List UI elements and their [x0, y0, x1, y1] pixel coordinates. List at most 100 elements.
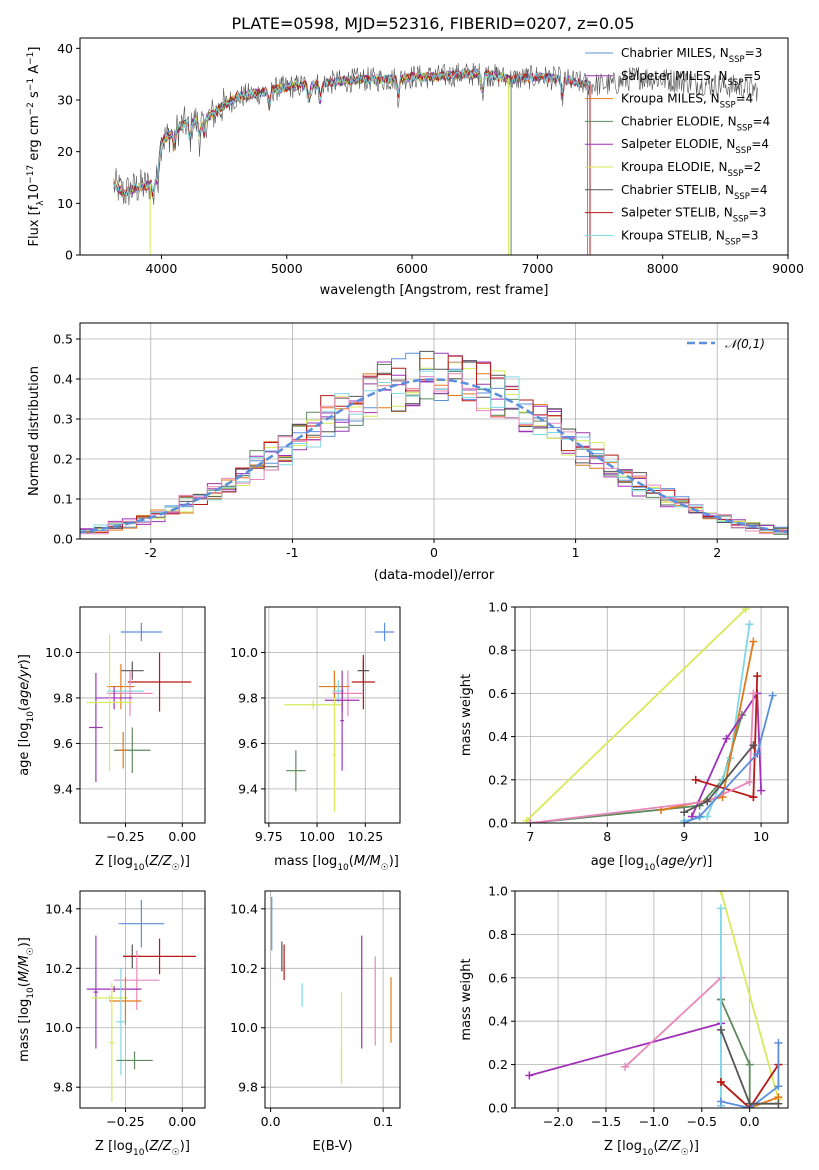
x-tick-label: 10.25 — [347, 829, 383, 844]
errorbar-point — [86, 634, 133, 771]
errorbar-point — [116, 1051, 153, 1070]
x-tick-label: 8000 — [647, 261, 679, 276]
legend-entry: Salpeter ELODIE, NSSP=4 — [621, 137, 769, 156]
axes-frame — [79, 890, 206, 1109]
age_vs_Z-plot-area — [86, 622, 192, 783]
y-tick-label: 0.2 — [488, 1057, 508, 1072]
legend-entry: Salpeter STELIB, NSSP=3 — [621, 206, 766, 225]
legend-entry: Salpeter MILES, NSSP=5 — [621, 69, 761, 88]
y-tick-label: 0.6 — [488, 686, 508, 701]
y-tick-label: 10.2 — [230, 961, 258, 976]
y-tick-label: 0.8 — [488, 927, 508, 942]
spectrum-legend: Chabrier MILES, NSSP=3 Salpeter MILES, NS… — [585, 46, 770, 247]
x-tick-label: 9000 — [772, 261, 804, 276]
errorbar-point — [93, 935, 99, 1049]
spectrum-model-line — [113, 69, 512, 198]
y-tick-label: 9.6 — [53, 736, 73, 751]
x-tick-label: 7 — [526, 829, 534, 844]
y-tick-label: 10.4 — [45, 901, 73, 916]
age_vs_mass-plot-area — [284, 622, 395, 812]
x-tick-label: 10 — [753, 829, 769, 844]
y-tick-label: 30 — [57, 93, 73, 108]
y-tick-label: 9.8 — [53, 690, 73, 705]
y-axis-label: mass weight — [459, 674, 474, 756]
errorbar-point — [114, 950, 160, 1010]
errorbar-point — [118, 899, 165, 948]
mass-weight-series — [716, 904, 725, 1108]
y-tick-label: 0.2 — [53, 452, 73, 467]
mass-weight-series — [716, 1025, 783, 1108]
axes-frame — [79, 322, 789, 540]
y-axis-label: mass [log10(M/M☉)] — [17, 937, 36, 1062]
x-tick-label: −1.0 — [639, 1114, 669, 1129]
x-tick-label: 0.00 — [168, 829, 196, 844]
spectrum-plot-area — [113, 62, 758, 255]
y-tick-label: 9.8 — [238, 690, 258, 705]
legend-entry: Kroupa ELODIE, NSSP=2 — [621, 160, 761, 179]
x-axis-label: mass [log10(M/M☉)] — [274, 854, 399, 873]
x-tick-label: 9.75 — [255, 829, 283, 844]
axes-frame — [79, 606, 206, 824]
y-tick-label: 0.0 — [488, 1101, 508, 1116]
x-tick-label: 6000 — [396, 261, 428, 276]
x-axis-label: Z [log10(Z/Z☉)] — [604, 1139, 699, 1158]
legend-entry: Kroupa MILES, NSSP=4 — [621, 92, 753, 111]
massweight_vs_Z-plot-area — [525, 891, 783, 1108]
x-tick-label: 4000 — [146, 261, 178, 276]
x-tick-label: 0 — [430, 545, 438, 560]
axes-frame — [514, 606, 789, 824]
errorbar-point — [120, 661, 144, 680]
mass_vs_Z-plot-area — [86, 899, 196, 1103]
y-tick-label: 0.3 — [53, 412, 73, 427]
legend-entry: 𝒩(0,1) — [725, 337, 765, 351]
y-tick-label: 40 — [57, 41, 73, 56]
y-tick-label: 10.2 — [45, 961, 73, 976]
mass-weight-series — [657, 637, 758, 815]
massweight_vs_Z-panel: −2.0 −1.5 −1.0 −0.5 0.0 0.0 0.2 0.4 0.6 0.8 1.0 — [488, 884, 789, 1129]
x-axis-label: Z [log10(Z/Z☉)] — [95, 1139, 190, 1158]
residuals-panel: -2 -1 0 1 2 0.0 0.1 0.2 0.3 0.4 0.5 𝒩(0,1) — [53, 322, 789, 560]
gaussian-reference-line — [80, 378, 788, 534]
y-tick-label: 0.4 — [53, 372, 73, 387]
errorbar-point — [109, 983, 115, 1103]
x-tick-label: 10.00 — [299, 829, 335, 844]
errorbar-point — [340, 670, 345, 771]
y-tick-label: 10.4 — [230, 901, 258, 916]
y-tick-label: 10 — [57, 196, 73, 211]
y-tick-label: 0.2 — [488, 772, 508, 787]
massweight_vs_age-panel: 7 8 9 10 0.0 0.2 0.4 0.6 0.8 1.0 — [488, 600, 789, 844]
errorbar-point — [332, 670, 364, 717]
y-axis-label: Flux [fλ10−17 erg cm−2 s−1 A−1] — [26, 47, 46, 247]
y-axis-label: Normed distribution — [27, 366, 42, 496]
y-tick-label: 0.6 — [488, 970, 508, 985]
y-tick-label: 0.4 — [488, 729, 508, 744]
y-tick-label: 0.8 — [488, 643, 508, 658]
y-tick-label: 0 — [65, 248, 73, 263]
mass-weight-series — [621, 973, 725, 1108]
figure-title: PLATE=0598, MJD=52316, FIBERID=0207, z=0… — [231, 14, 634, 33]
mass-weight-series — [680, 741, 758, 817]
x-tick-label: −1.5 — [591, 1114, 621, 1129]
errorbar-point — [91, 995, 128, 1001]
x-tick-label: 7000 — [521, 261, 553, 276]
age_vs_mass-panel: 9.75 10.00 10.25 9.4 9.6 9.8 10.0 — [230, 606, 401, 844]
x-axis-label: Z [log10(Z/Z☉)] — [95, 854, 190, 873]
age_vs_Z-panel: −0.25 0.00 9.4 9.6 9.8 10.0 — [45, 606, 206, 844]
massweight_vs_age-plot-area — [522, 607, 777, 823]
x-tick-label: 0.0 — [740, 1114, 760, 1129]
spectrum-model-line — [113, 68, 588, 200]
spectrum-data-line — [113, 62, 758, 206]
y-tick-label: 0.5 — [53, 332, 73, 347]
axes-frame — [264, 606, 401, 824]
errorbar-point — [118, 732, 128, 769]
legend-entry: Chabrier MILES, NSSP=3 — [621, 46, 762, 65]
mass_vs_ebv-panel: 0.0 0.1 9.8 10.0 10.2 10.4 — [230, 890, 401, 1129]
errorbar-point — [107, 679, 144, 703]
residuals-plot-area — [80, 350, 788, 537]
x-axis-label: age [log10(age/yr)] — [591, 854, 713, 873]
x-tick-label: 0.00 — [168, 1114, 196, 1129]
errorbar-point — [284, 700, 343, 710]
spectrum-model-line — [113, 69, 591, 198]
legend-entry: Chabrier STELIB, NSSP=4 — [621, 183, 768, 202]
